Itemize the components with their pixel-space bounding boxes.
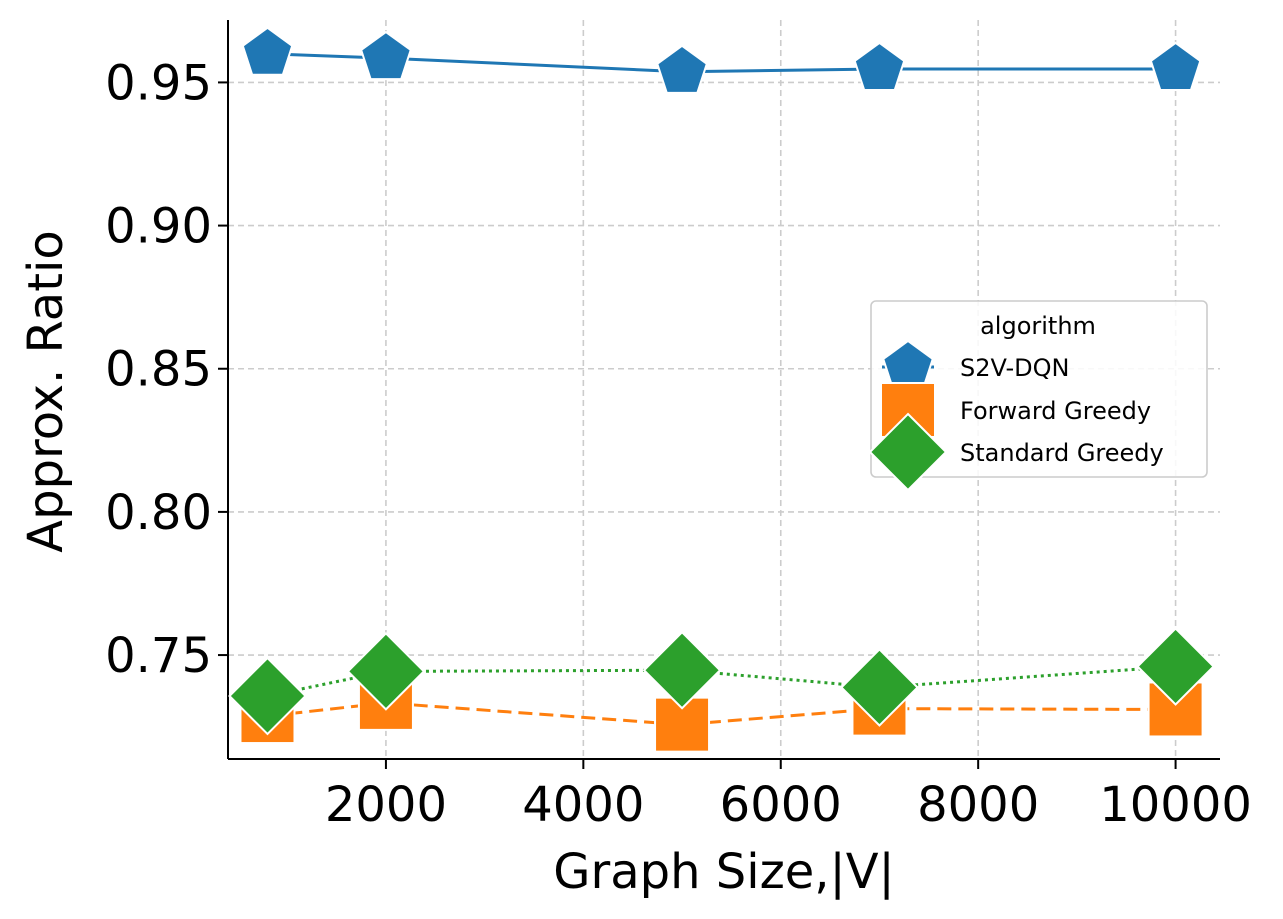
legend-label: Standard Greedy	[960, 439, 1164, 467]
y-axis-title: Approx. Ratio	[18, 230, 74, 553]
ticks: 2000 4000 6000 8000 10000 0.75 0.80 0.85 0.90 0.9…	[105, 55, 1252, 833]
data-point	[1136, 627, 1215, 706]
data-point	[642, 630, 722, 710]
y-tick-label: 0.90	[105, 199, 212, 255]
legend-marker	[868, 412, 948, 492]
x-tick-label: 2000	[325, 777, 447, 833]
x-tick-label: 10000	[1099, 777, 1252, 833]
legend-entries: S2V-DQN Forward Greedy Standard Greedy	[868, 339, 1164, 492]
legend-box	[870, 300, 1208, 478]
series-line	[267, 665, 1176, 698]
x-axis-title: Graph Size,|V|	[553, 844, 894, 900]
data-point	[1149, 41, 1202, 91]
data-point	[241, 26, 294, 76]
series	[228, 26, 1215, 753]
legend-label: Forward Greedy	[960, 397, 1151, 425]
y-tick-label: 0.95	[105, 55, 212, 111]
legend-label: S2V-DQN	[960, 354, 1070, 382]
x-tick-label: 8000	[917, 777, 1039, 833]
series-s2v-dqn	[241, 26, 1202, 94]
series-standard-greedy	[228, 627, 1215, 736]
data-point	[360, 30, 412, 81]
legend: algorithm S2V-DQN Forward Greedy Standard …	[868, 300, 1208, 492]
y-tick-label: 0.80	[105, 485, 212, 541]
data-point	[840, 648, 919, 727]
y-tick-label: 0.75	[105, 628, 212, 684]
axes	[227, 20, 1220, 760]
data-point	[346, 631, 426, 711]
legend-entry: Standard Greedy	[868, 412, 1164, 492]
legend-title: algorithm	[980, 312, 1096, 340]
y-tick-label: 0.85	[105, 342, 212, 398]
data-point	[228, 656, 307, 736]
x-tick-label: 6000	[720, 777, 842, 833]
data-point	[656, 44, 708, 94]
data-point	[853, 41, 906, 91]
x-tick-label: 4000	[522, 777, 644, 833]
